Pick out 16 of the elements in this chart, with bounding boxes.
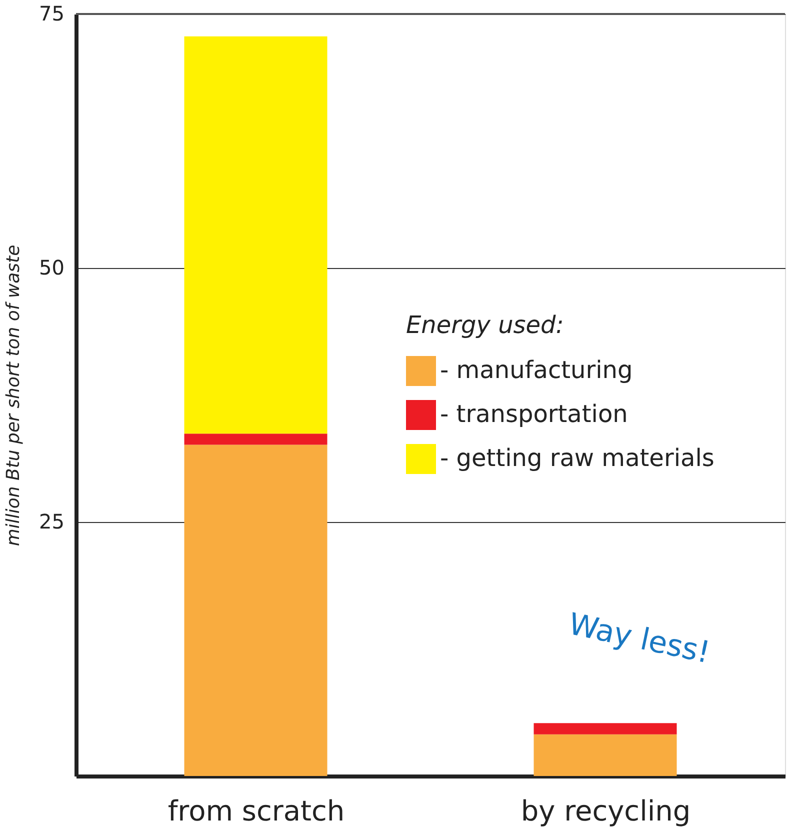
y-axis-title: million Btu per short ton of waste — [3, 244, 24, 546]
y-tick-label: 25 — [39, 510, 64, 534]
bar — [184, 434, 328, 445]
bar — [184, 444, 328, 776]
legend-label: - manufacturing — [440, 356, 633, 384]
y-tick-label: 75 — [39, 2, 64, 26]
bar — [534, 734, 677, 776]
annotation: Way less! — [565, 606, 714, 671]
legend-title: Energy used: — [406, 311, 564, 339]
legend-label: - getting raw materials — [440, 444, 714, 472]
bar — [534, 723, 677, 734]
x-tick-label: by recycling — [520, 794, 691, 828]
bar — [184, 36, 328, 434]
legend-label: - transportation — [440, 400, 628, 428]
y-tick-label: 50 — [39, 256, 64, 280]
x-tick-label: from scratch — [168, 794, 345, 828]
